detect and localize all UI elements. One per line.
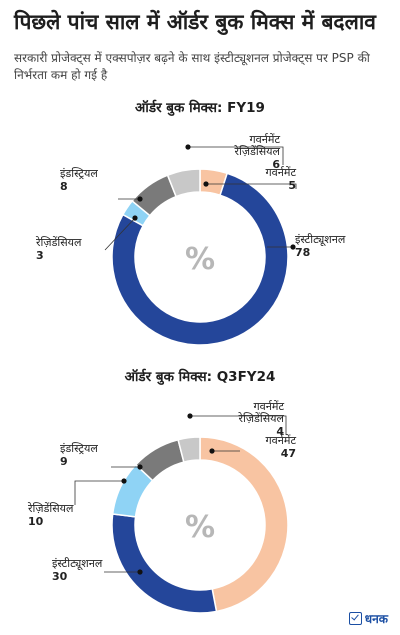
leader-dot [209,448,215,454]
leader-dot [187,413,193,419]
slice-value: 78 [295,246,310,259]
leader-line [206,183,297,189]
slice-value: 8 [60,180,68,193]
leader-dot [137,464,143,470]
donut-chart-fy19: ऑर्डर बुक मिक्स: FY19% गवर्नमेंट5 इंस्टीट्… [35,99,346,346]
slice-label: इंस्टीट्यूशनल [295,233,346,247]
brand-logo: धनक [348,610,388,627]
chart-title: ऑर्डर बुक मिक्स: Q3FY24 [125,368,276,385]
page-subtitle: सरकारी प्रोजेक्ट्स में एक्सपोज़र बढ़ने क… [14,51,370,82]
leader-line [104,217,136,251]
leader-dot [290,244,296,250]
slice-label: रेज़िडेंसियल [35,236,82,249]
slice-label: इंस्टीट्यूशनल [52,557,103,571]
leader-dot [203,181,209,187]
donut-chart-q3fy24: ऑर्डर बुक मिक्स: Q3FY24% गवर्नमेंट47 इंस्ट… [27,368,296,614]
slice-value: 9 [60,455,68,468]
percent-symbol: % [185,242,215,277]
leader-dot [137,196,143,202]
donut-slice [111,172,289,346]
leader-line [190,415,287,435]
slice-label: गवर्नमेंट रेज़िडेंसियल [234,133,281,158]
chart-title: ऑर्डर बुक मिक्स: FY19 [135,99,265,116]
leader-dot [185,144,191,150]
leader-dot [137,569,143,575]
checkbox-logo-icon [348,612,362,625]
leader-dot [121,478,127,484]
leader-line [188,146,284,165]
donut-slice [177,436,201,463]
slice-label: इंडस्ट्रियल [60,167,98,180]
slice-label: रेज़िडेंसियल [27,502,74,515]
slice-label: गवर्नमेंट [265,166,296,179]
page-title: पिछले पांच साल में ऑर्डर बुक मिक्स में ब… [14,10,376,34]
slice-value: 30 [52,570,68,583]
leader-dot [132,215,138,221]
leader-line [74,480,124,505]
slice-label: इंडस्ट्रियल [60,442,98,455]
slice-label: गवर्नमेंट रेज़िडेंसियल [238,400,285,425]
slice-label: गवर्नमेंट [265,434,296,447]
brand-name: धनक [364,612,388,626]
percent-symbol: % [185,510,215,545]
donut-slice [166,168,201,198]
donut-slice [199,436,289,613]
slice-value: 10 [28,515,44,528]
slice-value: 6 [272,158,280,171]
slice-value: 4 [276,425,284,438]
slice-value: 5 [288,179,296,192]
slice-value: 3 [36,249,44,262]
slice-value: 47 [281,447,296,460]
